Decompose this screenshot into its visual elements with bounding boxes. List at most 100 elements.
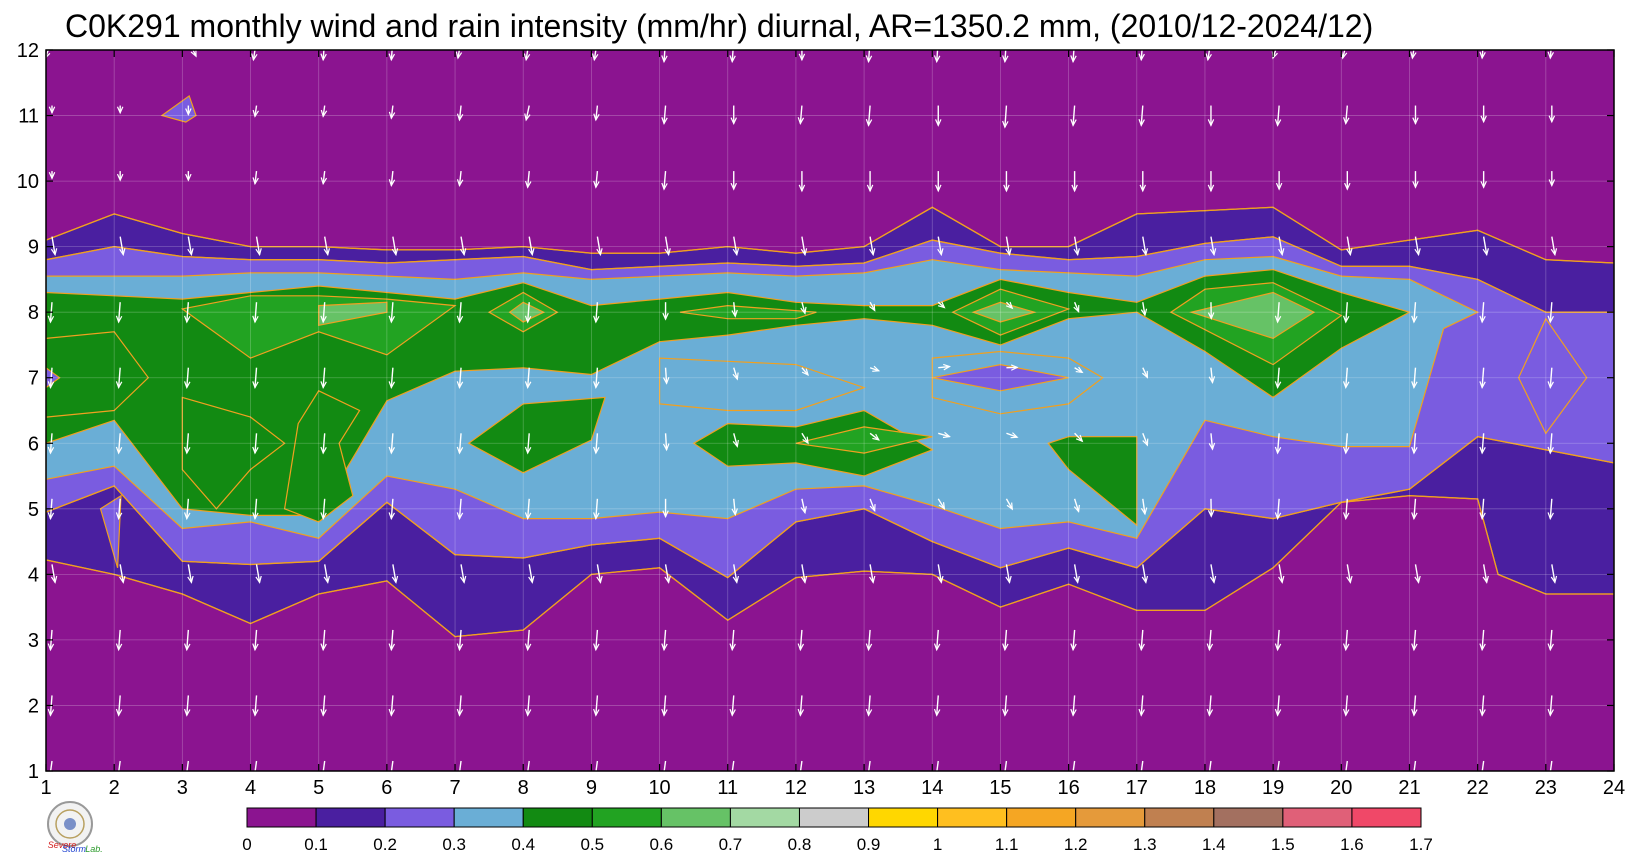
wind-arrow-m9-h3	[187, 236, 194, 257]
wind-arrow-m9-h14	[937, 236, 944, 257]
wind-arrow-m9-h17	[1141, 236, 1149, 257]
wind-arrow-m9-h12	[800, 236, 808, 257]
wind-arrow-m3-h5	[320, 629, 327, 652]
colorbar-swatch-4	[522, 807, 593, 828]
wind-arrow-m7-h24	[1616, 368, 1621, 388]
colorbar-label-12: 1.2	[1064, 835, 1088, 854]
wind-arrow-m7-h20	[1342, 367, 1350, 390]
contour-region-7	[508, 301, 546, 323]
x-tick-label-23: 23	[1535, 777, 1557, 799]
wind-arrow-m8-h11	[731, 302, 738, 318]
wind-arrow-m12-h8	[523, 50, 531, 62]
wind-arrow-m10-h11	[730, 171, 737, 191]
contour-line-1	[46, 206, 1614, 264]
wind-arrow-m1-h16	[1072, 760, 1076, 771]
colorbar-label-14: 1.4	[1202, 835, 1226, 854]
x-tick-label-20: 20	[1330, 777, 1352, 799]
logo-word-2: Lab.	[85, 844, 103, 854]
wind-arrow-m1-h3	[186, 760, 190, 771]
x-tick-label-13: 13	[853, 777, 875, 799]
x-tick-label-5: 5	[313, 777, 324, 799]
wind-arrow-m3-h12	[797, 629, 805, 652]
wind-arrow-m4-h7	[459, 564, 467, 584]
wind-arrow-m1-h7	[458, 760, 462, 771]
wind-arrow-m6-h15	[1006, 432, 1019, 439]
wind-arrow-m12-h21	[1410, 50, 1417, 60]
wind-arrow-m1-h2	[118, 760, 121, 771]
wind-arrow-m1-h23	[1549, 760, 1553, 771]
contour-line-3	[46, 236, 1614, 313]
wind-arrow-m11-h9	[593, 105, 600, 122]
wind-arrow-m2-h10	[661, 695, 668, 717]
colorbar-label-11: 1.1	[995, 835, 1019, 854]
wind-arrow-m8-h6	[388, 302, 396, 324]
wind-arrow-m11-h16	[1070, 105, 1077, 127]
wind-arrow-m9-h23	[1550, 236, 1558, 257]
wind-arrow-m4-h22	[1482, 564, 1489, 584]
wind-arrow-m12-h17	[1138, 50, 1145, 62]
wind-arrow-m4-h11	[732, 564, 740, 584]
wind-arrow-m9-h9	[596, 236, 603, 257]
wind-arrow-m7-h3	[184, 367, 191, 390]
wind-arrow-m11-h15	[1002, 105, 1009, 129]
y-tick-label-7: 7	[28, 368, 39, 390]
wind-arrow-m3-h3	[184, 629, 191, 652]
wind-arrow-m4-h13	[868, 564, 876, 584]
wind-arrow-m8-h2	[115, 302, 123, 324]
wind-arrow-m5-h12	[800, 498, 807, 515]
wind-arrow-m2-h7	[456, 695, 464, 717]
y-tick-label-2: 2	[28, 695, 39, 717]
wind-arrow-m7-h21	[1411, 367, 1418, 390]
y-tick-label-1: 1	[28, 761, 39, 783]
wind-arrow-m4-h8	[528, 564, 535, 584]
wind-arrow-m1-h6	[390, 760, 394, 771]
wind-arrow-m8-h12	[800, 301, 807, 315]
x-tick-label-2: 2	[109, 777, 120, 799]
wind-arrow-m9-h18	[1209, 236, 1217, 257]
y-tick-label-4: 4	[28, 564, 39, 586]
wind-arrow-m4-h4	[255, 564, 262, 584]
colorbar-swatch-13	[1144, 807, 1215, 828]
wind-arrow-m3-h13	[865, 629, 873, 652]
wind-arrow-m9-h11	[732, 236, 740, 257]
wind-arrow-m3-h7	[456, 629, 464, 652]
wind-arrow-m10-h7	[456, 171, 464, 187]
wind-arrow-m6-h3	[184, 433, 191, 455]
wind-arrow-m11-h11	[730, 105, 737, 126]
colorbar-swatch-11	[1006, 807, 1077, 828]
wind-arrow-m8-h24	[1616, 302, 1621, 322]
y-tick-label-8: 8	[28, 302, 39, 324]
wind-arrow-m3-h18	[1206, 629, 1214, 652]
x-tick-label-24: 24	[1603, 777, 1625, 799]
wind-arrow-m8-h23	[1547, 302, 1554, 324]
wind-arrow-m6-h5	[320, 433, 327, 455]
wind-arrow-m11-h19	[1274, 105, 1282, 127]
colorbar-label-0: 0	[242, 835, 251, 854]
wind-arrow-m3-h8	[524, 629, 532, 652]
contour-region-27	[99, 494, 122, 568]
wind-arrow-m9-h6	[391, 236, 399, 257]
x-tick-label-18: 18	[1194, 777, 1216, 799]
wind-arrow-m12-h7	[455, 50, 463, 60]
wind-arrow-m12-h14	[933, 50, 941, 64]
wind-arrow-m7-h5	[320, 367, 327, 390]
wind-vectors	[46, 50, 1621, 771]
wind-arrow-m12-h9	[591, 50, 599, 62]
y-tick-label-9: 9	[28, 237, 39, 259]
wind-arrow-m5-h22	[1479, 498, 1486, 521]
wind-arrow-m1-h4	[254, 760, 258, 771]
wind-arrow-m10-h23	[1548, 171, 1556, 187]
wind-arrow-m7-h8	[524, 367, 532, 390]
wind-arrow-m6-h4	[252, 433, 259, 455]
wind-arrow-m1-h15	[1004, 760, 1008, 771]
wind-arrow-m12-h18	[1205, 50, 1212, 62]
colorbar-swatch-6	[660, 807, 731, 828]
logo-word-1: Storm	[62, 844, 87, 854]
wind-arrow-m3-h17	[1138, 629, 1145, 652]
wind-arrow-m2-h5	[320, 695, 327, 717]
logo-word-0: Severe	[48, 840, 77, 850]
wind-arrow-m11-h12	[797, 105, 805, 126]
wind-arrow-m2-h2	[115, 695, 123, 717]
wind-arrow-m8-h22	[1479, 302, 1486, 324]
wind-arrow-m10-h19	[1275, 171, 1283, 191]
